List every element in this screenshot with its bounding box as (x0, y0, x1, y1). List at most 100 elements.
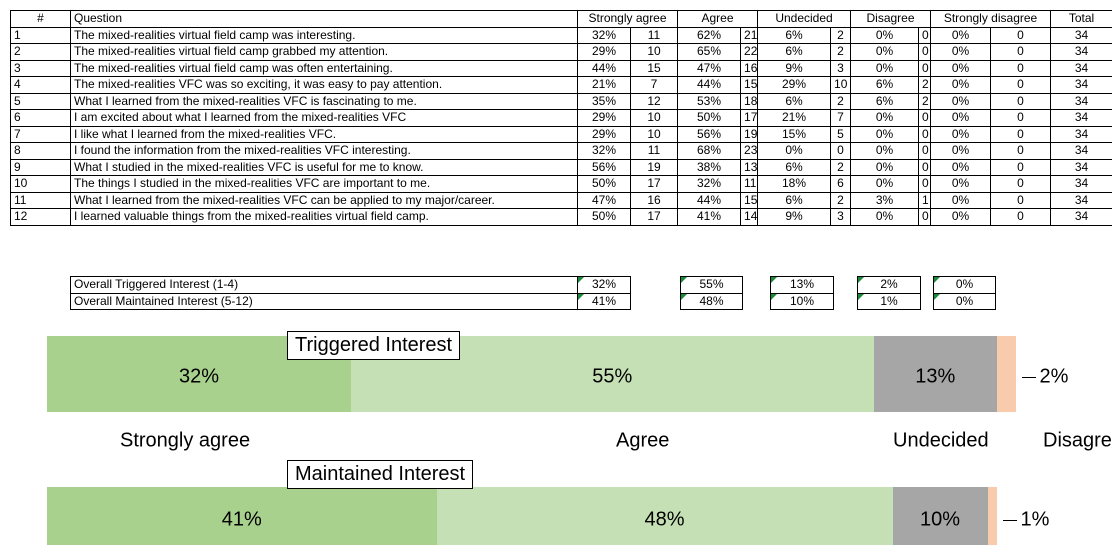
table-cell: 29% (577, 125, 631, 143)
table-cell: 68% (677, 142, 742, 160)
table-cell: 1 (10, 26, 71, 44)
table-cell: The mixed-realities virtual field camp w… (70, 59, 578, 77)
table-cell: 0% (930, 26, 992, 44)
table-cell: 0% (757, 142, 832, 160)
table-cell: 0% (850, 59, 920, 77)
table-cell: 0 (990, 191, 1052, 209)
summary-pct: 1% (857, 292, 921, 310)
table-cell: 0% (930, 59, 992, 77)
table-cell: 19 (629, 158, 679, 176)
table-cell: 11 (10, 191, 71, 209)
table-cell: 47% (577, 191, 631, 209)
table-cell: 32% (577, 142, 631, 160)
summary-pct: 13% (770, 276, 834, 294)
table-cell: 11 (629, 142, 679, 160)
table-cell: 0% (850, 109, 920, 127)
table-cell: 50% (677, 109, 742, 127)
table-cell: 0 (990, 43, 1052, 61)
table-cell: 29% (577, 109, 631, 127)
table-cell: 35% (577, 92, 631, 110)
value-label: 48% (644, 508, 685, 531)
header-cell: Undecided (757, 10, 852, 28)
summary-pct: 0% (933, 276, 996, 294)
table-cell: 0 (918, 142, 932, 160)
spacer (743, 293, 771, 310)
table-cell: 1 (918, 191, 932, 209)
summary-pct: 55% (680, 276, 743, 294)
leader (1003, 520, 1017, 521)
header-cell: Strongly disagree (930, 10, 1052, 28)
bar-segment (873, 336, 997, 412)
table-cell: 34 (1050, 26, 1112, 44)
bar-segment (997, 336, 1016, 412)
table-cell: 10 (629, 125, 679, 143)
spacer (921, 293, 934, 310)
table-cell: 34 (1050, 142, 1112, 160)
value-label: 32% (178, 365, 220, 388)
table-cell: 56% (577, 158, 631, 176)
table-cell: 0 (990, 26, 1052, 44)
table-cell: 34 (1050, 92, 1112, 110)
summary-pct: 41% (577, 292, 631, 310)
table-cell: 0 (990, 158, 1052, 176)
table-cell: 10 (10, 175, 71, 193)
table-cell: 12 (629, 92, 679, 110)
table-cell: 3 (830, 208, 852, 226)
bar-segment (892, 487, 988, 545)
table-cell: 7 (830, 109, 852, 127)
table-cell: 0 (918, 26, 932, 44)
table-cell: 6 (10, 109, 71, 127)
table-cell: 5 (830, 125, 852, 143)
table-cell: 9 (10, 158, 71, 176)
table-cell: 34 (1050, 175, 1112, 193)
table-cell: 0% (930, 92, 992, 110)
table-cell: 17 (629, 175, 679, 193)
table-row: 12 I learned valuable things from the mix… (10, 208, 1112, 226)
table-cell: 38% (677, 158, 742, 176)
table-cell: 7 (629, 76, 679, 94)
summary-row: Overall Maintained Interest (5-12) 41% 48%… (70, 292, 996, 310)
table-cell: 65% (677, 43, 742, 61)
table-cell: 15 (740, 191, 759, 209)
table-cell: 6% (757, 191, 832, 209)
table-cell: 41% (677, 208, 742, 226)
table-cell: 6 (830, 175, 852, 193)
table-row: 1 The mixed-realities virtual field camp … (10, 26, 1112, 44)
table-cell: 0 (990, 175, 1052, 193)
table-cell: 0% (850, 208, 920, 226)
table-cell: 62% (677, 26, 742, 44)
table-cell: 34 (1050, 76, 1112, 94)
summary-label: Overall Maintained Interest (5-12) (70, 292, 578, 310)
table-cell: 10 (830, 76, 852, 94)
summary-table: Overall Triggered Interest (1-4) 32% 55% 13… (70, 276, 996, 310)
leader (1022, 377, 1036, 378)
table-cell: 0 (918, 175, 932, 193)
table-cell: 9% (757, 59, 832, 77)
table-cell: 6% (757, 26, 832, 44)
table-cell: 0 (990, 92, 1052, 110)
table-cell: 19 (740, 125, 759, 143)
spacer (834, 293, 858, 310)
table-cell: 50% (577, 175, 631, 193)
table-cell: 3% (850, 191, 920, 209)
summary-pct: 2% (857, 276, 921, 294)
value-label: 10% (919, 508, 961, 531)
table-cell: 9% (757, 208, 832, 226)
table-cell: The mixed-realities virtual field camp w… (70, 26, 578, 44)
table-cell: 2 (830, 158, 852, 176)
table-row: 10 The things I studied in the mixed-real… (10, 175, 1112, 193)
table-cell: 14 (740, 208, 759, 226)
table-cell: 0 (990, 59, 1052, 77)
table-cell: 16 (629, 191, 679, 209)
table-cell: What I learned from the mixed-realities … (70, 191, 578, 209)
table-row: 4 The mixed-realities VFC was so exciting… (10, 76, 1112, 94)
table-cell: 18% (757, 175, 832, 193)
table-cell: What I studied in the mixed-realities VF… (70, 158, 578, 176)
table-cell: 0 (990, 142, 1052, 160)
table-cell: 47% (677, 59, 742, 77)
table-cell: 12 (10, 208, 71, 226)
table-cell: 0 (918, 109, 932, 127)
